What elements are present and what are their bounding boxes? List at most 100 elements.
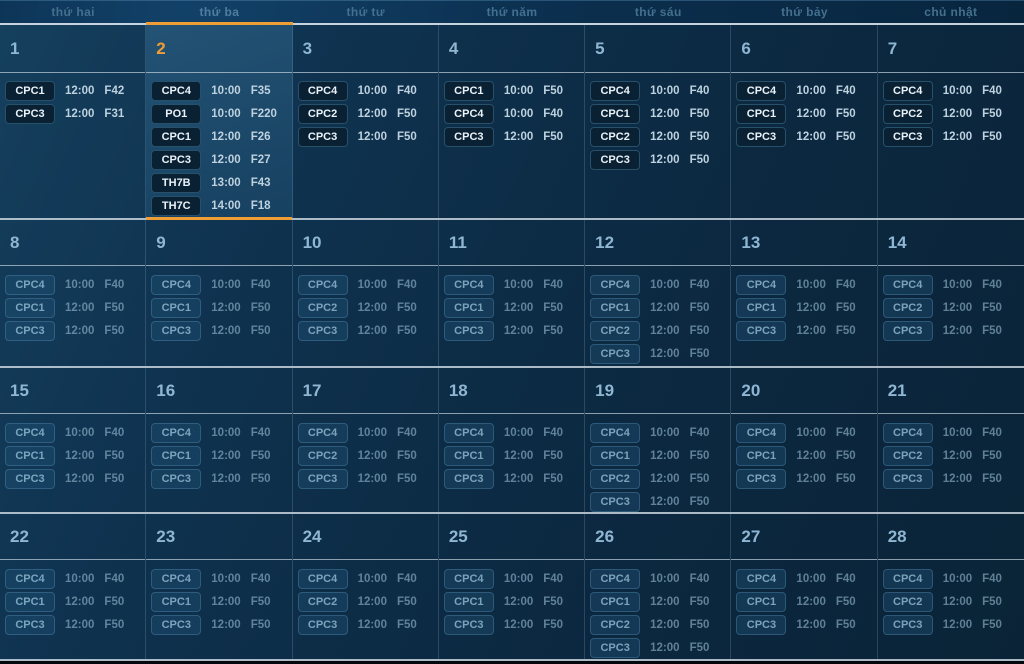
day-cell[interactable]: 4 CPC1 10:00 F50 CPC4 10:00 F40 CPC3 12:… <box>438 25 586 218</box>
event-chip[interactable]: CPC4 <box>151 81 202 101</box>
event-chip[interactable]: CPC3 <box>151 150 202 170</box>
day-cell[interactable]: 13 CPC4 10:00 F40 CPC1 12:00 F50 CPC3 12… <box>731 220 878 366</box>
day-cell[interactable]: 3 CPC4 10:00 F40 CPC2 12:00 F50 CPC3 12:… <box>292 25 439 218</box>
event-chip[interactable]: CPC1 <box>443 298 494 318</box>
day-cell[interactable]: 15 CPC4 10:00 F40 CPC1 12:00 F50 CPC3 12… <box>0 368 147 512</box>
weekday-tab[interactable]: thứ năm <box>486 4 538 19</box>
event-chip[interactable]: TH7B <box>151 173 202 193</box>
event-chip[interactable]: CPC4 <box>297 275 348 295</box>
event-chip[interactable]: CPC1 <box>736 104 787 124</box>
weekday-tab[interactable]: thứ ba <box>146 0 293 25</box>
event-chip[interactable]: CPC3 <box>151 469 202 489</box>
day-cell[interactable]: 26 CPC4 10:00 F40 CPC1 12:00 F50 CPC2 12… <box>585 514 732 659</box>
event-chip[interactable]: CPC2 <box>882 104 933 124</box>
event-chip[interactable]: CPC3 <box>590 344 641 364</box>
weekday-tab[interactable]: chủ nhật <box>924 4 978 19</box>
event-chip[interactable]: CPC2 <box>297 592 348 612</box>
bottom-scroll-track[interactable] <box>0 661 1024 664</box>
event-chip[interactable]: CPC4 <box>443 275 494 295</box>
event-chip[interactable]: CPC3 <box>297 469 348 489</box>
event-chip[interactable]: CPC3 <box>443 469 494 489</box>
event-chip[interactable]: CPC3 <box>736 321 787 341</box>
weekday-tab[interactable]: thứ tư <box>346 4 385 19</box>
event-chip[interactable]: CPC3 <box>297 615 348 635</box>
day-cell[interactable]: 25 CPC4 10:00 F40 CPC1 12:00 F50 CPC3 12… <box>438 514 586 659</box>
event-chip[interactable]: CPC4 <box>882 569 933 589</box>
event-chip[interactable]: CPC4 <box>5 423 55 443</box>
day-cell[interactable]: 22 CPC4 10:00 F40 CPC1 12:00 F50 CPC3 12… <box>0 514 147 659</box>
event-chip[interactable]: CPC4 <box>590 275 641 295</box>
event-chip[interactable]: CPC4 <box>882 423 933 443</box>
event-chip[interactable]: CPC4 <box>443 569 494 589</box>
event-chip[interactable]: CPC3 <box>5 469 55 489</box>
event-chip[interactable]: CPC4 <box>297 423 348 443</box>
event-chip[interactable]: CPC2 <box>590 615 641 635</box>
event-chip[interactable]: CPC4 <box>736 423 787 443</box>
day-cell[interactable]: 20 CPC4 10:00 F40 CPC1 12:00 F50 CPC3 12… <box>731 368 878 512</box>
event-chip[interactable]: CPC3 <box>882 469 933 489</box>
day-cell[interactable]: 1 CPC1 12:00 F42 CPC3 12:00 F31 <box>0 25 147 218</box>
event-chip[interactable]: CPC4 <box>297 81 348 101</box>
event-chip[interactable]: CPC4 <box>297 569 348 589</box>
event-chip[interactable]: CPC4 <box>5 569 55 589</box>
event-chip[interactable]: CPC4 <box>882 275 933 295</box>
event-chip[interactable]: CPC3 <box>736 615 787 635</box>
day-cell[interactable]: 8 CPC4 10:00 F40 CPC1 12:00 F50 CPC3 12:… <box>0 220 147 366</box>
event-chip[interactable]: CPC1 <box>5 298 55 318</box>
weekday-tab[interactable]: thứ sáu <box>634 4 682 19</box>
event-chip[interactable]: TH7C <box>151 196 202 216</box>
day-cell[interactable]: 12 CPC4 10:00 F40 CPC1 12:00 F50 CPC2 12… <box>585 220 732 366</box>
event-chip[interactable]: CPC4 <box>151 423 202 443</box>
day-cell[interactable]: 6 CPC4 10:00 F40 CPC1 12:00 F50 CPC3 12:… <box>731 25 878 218</box>
event-chip[interactable]: CPC1 <box>151 298 202 318</box>
event-chip[interactable]: CPC1 <box>5 81 55 101</box>
event-chip[interactable]: CPC3 <box>443 127 494 147</box>
day-cell[interactable]: 27 CPC4 10:00 F40 CPC1 12:00 F50 CPC3 12… <box>731 514 878 659</box>
weekday-tab[interactable]: thứ bảy <box>781 4 828 19</box>
event-chip[interactable]: CPC4 <box>5 275 55 295</box>
day-cell[interactable]: 28 CPC4 10:00 F40 CPC2 12:00 F50 CPC3 12… <box>877 514 1024 659</box>
event-chip[interactable]: CPC1 <box>590 446 641 466</box>
event-chip[interactable]: CPC2 <box>882 298 933 318</box>
event-chip[interactable]: CPC4 <box>151 569 202 589</box>
event-chip[interactable]: CPC1 <box>151 127 202 147</box>
day-cell[interactable]: 21 CPC4 10:00 F40 CPC2 12:00 F50 CPC3 12… <box>877 368 1024 512</box>
event-chip[interactable]: CPC4 <box>590 423 641 443</box>
event-chip[interactable]: CPC3 <box>882 127 933 147</box>
day-cell[interactable]: 14 CPC4 10:00 F40 CPC2 12:00 F50 CPC3 12… <box>877 220 1024 366</box>
event-chip[interactable]: CPC3 <box>151 321 202 341</box>
day-cell[interactable]: 19 CPC4 10:00 F40 CPC1 12:00 F50 CPC2 12… <box>585 368 732 512</box>
event-chip[interactable]: CPC3 <box>590 638 641 658</box>
event-chip[interactable]: CPC2 <box>590 469 641 489</box>
event-chip[interactable]: CPC2 <box>297 298 348 318</box>
event-chip[interactable]: CPC3 <box>736 127 787 147</box>
weekday-tab[interactable]: thứ hai <box>51 4 95 19</box>
event-chip[interactable]: CPC1 <box>590 592 641 612</box>
day-cell[interactable]: 10 CPC4 10:00 F40 CPC2 12:00 F50 CPC3 12… <box>292 220 439 366</box>
event-chip[interactable]: CPC3 <box>736 469 787 489</box>
event-chip[interactable]: CPC2 <box>590 127 641 147</box>
event-chip[interactable]: CPC1 <box>151 446 202 466</box>
event-chip[interactable]: CPC1 <box>590 104 641 124</box>
event-chip[interactable]: CPC1 <box>443 592 494 612</box>
event-chip[interactable]: CPC3 <box>443 615 494 635</box>
event-chip[interactable]: CPC4 <box>882 81 933 101</box>
event-chip[interactable]: CPC4 <box>590 569 641 589</box>
event-chip[interactable]: CPC2 <box>882 592 933 612</box>
event-chip[interactable]: CPC1 <box>590 298 641 318</box>
event-chip[interactable]: CPC4 <box>443 104 494 124</box>
event-chip[interactable]: CPC3 <box>5 321 55 341</box>
event-chip[interactable]: CPC2 <box>297 104 348 124</box>
event-chip[interactable]: CPC4 <box>590 81 641 101</box>
day-cell[interactable]: 23 CPC4 10:00 F40 CPC1 12:00 F50 CPC3 12… <box>146 514 293 659</box>
day-cell[interactable]: 9 CPC4 10:00 F40 CPC1 12:00 F50 CPC3 12:… <box>146 220 293 366</box>
event-chip[interactable]: CPC1 <box>736 592 787 612</box>
event-chip[interactable]: PO1 <box>151 104 202 124</box>
event-chip[interactable]: CPC2 <box>590 321 641 341</box>
event-chip[interactable]: CPC1 <box>736 298 787 318</box>
day-cell[interactable]: 18 CPC4 10:00 F40 CPC1 12:00 F50 CPC3 12… <box>438 368 586 512</box>
event-chip[interactable]: CPC3 <box>5 615 55 635</box>
day-cell[interactable]: 17 CPC4 10:00 F40 CPC2 12:00 F50 CPC3 12… <box>292 368 439 512</box>
event-chip[interactable]: CPC1 <box>736 446 787 466</box>
event-chip[interactable]: CPC4 <box>151 275 202 295</box>
